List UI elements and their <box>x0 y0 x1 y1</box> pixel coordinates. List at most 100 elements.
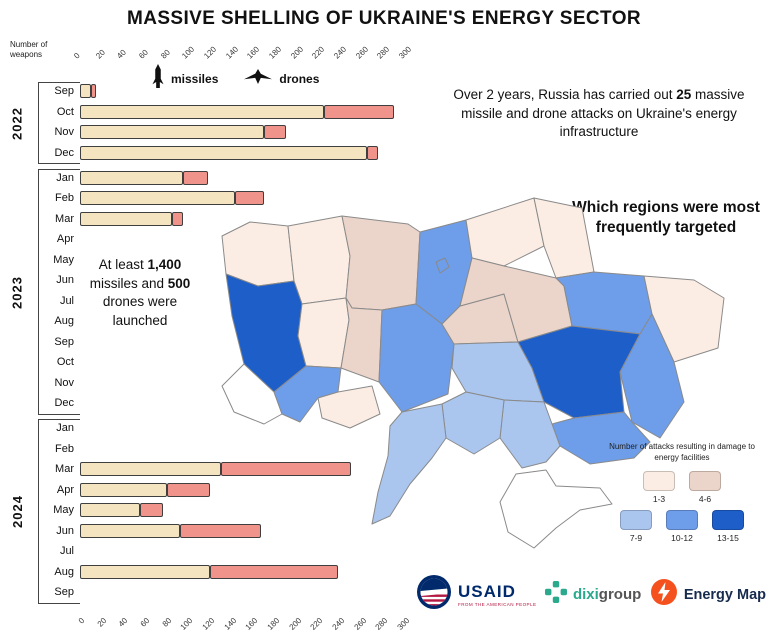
dixi-logo-text-2: group <box>598 586 642 603</box>
bar-seg-drones-2023-Feb <box>234 191 265 205</box>
map-region-ternopil <box>297 297 350 369</box>
map-region-chernivtsi <box>317 385 381 429</box>
bar-row-2023-Jan: Jan <box>0 169 430 189</box>
month-label-2023-Sep: Sep <box>54 335 74 348</box>
energy-map-logo-text: Energy Map <box>683 586 766 603</box>
map-heading: Which regions were most frequently targe… <box>572 199 760 237</box>
map-legend-row-1: 1-3 4-6 <box>598 470 766 504</box>
bar-row-2024-Aug: Aug <box>0 563 430 583</box>
bar-row-2023-Mar: Mar <box>0 210 430 230</box>
bar-seg-missiles-2024-May <box>80 503 140 517</box>
map-legend-label-7-9: 7-9 <box>629 532 643 543</box>
bar-row-2024-Sep: Sep <box>0 583 430 603</box>
bar-row-2023-Apr: Apr <box>0 230 430 250</box>
month-label-2024-Sep: Sep <box>54 586 74 598</box>
dixigroup-icon <box>544 581 567 608</box>
bar-row-2022-Oct: Oct <box>0 103 430 123</box>
map-region-donetsk <box>619 313 685 439</box>
map-region-chernihiv <box>465 197 545 267</box>
bar-seg-missiles-2022-Dec <box>80 145 368 160</box>
bar-seg-drones-2024-Mar <box>220 462 351 476</box>
bar-row-2024-Mar: Mar <box>0 460 430 480</box>
bar-seg-missiles-2023-Feb <box>80 191 235 205</box>
bar-seg-drones-2024-Aug <box>210 564 338 579</box>
drones-legend-label: drones <box>279 71 320 86</box>
bar-seg-missiles-2024-Mar <box>80 462 221 476</box>
month-label-2023-May: May <box>53 253 74 266</box>
ukraine-map <box>221 197 725 549</box>
missiles-legend-item: missiles <box>152 64 218 93</box>
year-group-2023: 2023 <box>10 168 80 415</box>
bar-seg-drones-2022-Dec <box>367 145 378 160</box>
bar-row-2023-Aug: Aug <box>0 312 430 332</box>
map-legend-swatch-10-12 <box>666 509 698 530</box>
bar-row-2022-Sep: Sep <box>0 82 430 102</box>
map-legend-item-7-9: 7-9 <box>620 509 652 543</box>
bar-row-2023-Nov: Nov <box>0 374 430 394</box>
bar-seg-drones-2024-Jun <box>179 523 261 538</box>
callout-attacks-post: massive missile and drone attacks on Ukr… <box>461 87 745 140</box>
missiles-legend-label: missiles <box>171 71 219 86</box>
dixigroup-logo: dixigroup <box>544 581 642 608</box>
bar-seg-missiles-2022-Oct <box>80 104 324 119</box>
month-label-2022-Oct: Oct <box>56 105 74 118</box>
usaid-logo: USAID FROM THE AMERICAN PEOPLE <box>416 574 536 615</box>
month-label-2024-Mar: Mar <box>55 463 74 475</box>
footer-logos: USAID FROM THE AMERICAN PEOPLE dixigroup <box>416 574 766 615</box>
bar-seg-missiles-2022-Sep <box>80 84 91 98</box>
page-title: MASSIVE SHELLING OF UKRAINE'S ENERGY SEC… <box>126 8 642 29</box>
map-legend-swatches: 1-3 4-6 7-9 10-12 13-15 <box>598 470 766 543</box>
bar-seg-drones-2024-May <box>139 503 164 517</box>
bar-row-2023-Sep: Sep <box>0 333 430 353</box>
callout-launched: At least 1,400 missiles and 500 drones w… <box>80 256 200 331</box>
bar-row-2023-Oct: Oct <box>0 353 430 373</box>
month-label-2022-Sep: Sep <box>54 85 74 97</box>
map-legend-item-1-3: 1-3 <box>643 470 675 504</box>
bar-row-2023-May: May <box>0 251 430 271</box>
map-region-zhytomyr <box>341 215 421 311</box>
month-label-2024-Jan: Jan <box>56 422 74 434</box>
bar-seg-drones-2023-Mar <box>172 211 183 226</box>
map-legend-label-10-12: 10-12 <box>671 532 693 543</box>
month-label-2023-Dec: Dec <box>54 397 74 409</box>
month-label-2024-Jul: Jul <box>59 545 74 557</box>
bar-seg-missiles-2024-Jun <box>80 523 180 538</box>
callout-launched-missiles: 1,400 <box>147 257 182 272</box>
month-label-2024-Apr: Apr <box>56 483 74 496</box>
bar-row-2024-Apr: Apr <box>0 481 430 501</box>
year-group-2024: 2024 <box>10 419 80 604</box>
map-legend-swatch-4-6 <box>689 470 721 491</box>
map-region-kherson <box>499 399 561 469</box>
bar-seg-drones-2022-Sep <box>90 84 97 98</box>
bar-seg-missiles-2024-Apr <box>80 482 167 497</box>
chart-legend: missiles drones <box>152 64 319 93</box>
bar-seg-drones-2024-Apr <box>166 482 210 497</box>
map-legend-label-13-15: 13-15 <box>717 532 739 543</box>
bar-row-2024-Jan: Jan <box>0 419 430 439</box>
month-label-2023-Nov: Nov <box>54 376 74 389</box>
map-legend-title: Number of attacks resulting in damage to… <box>609 442 755 462</box>
callout-attacks-count: 25 <box>676 87 692 102</box>
month-label-2023-Apr: Apr <box>56 233 74 245</box>
map-legend-row-2: 7-9 10-12 13-15 <box>598 509 766 543</box>
drones-legend-item: drones <box>244 68 320 89</box>
month-label-2022-Nov: Nov <box>54 126 74 138</box>
bar-row-2024-Feb: Feb <box>0 440 430 460</box>
map-legend-swatch-7-9 <box>620 509 652 530</box>
map-region-sumy <box>533 197 595 279</box>
callout-attacks: Over 2 years, Russia has carried out 25 … <box>436 86 762 142</box>
map-region-mykolaiv <box>441 391 505 455</box>
month-label-2023-Mar: Mar <box>55 212 74 225</box>
energy-map-logo: Energy Map <box>650 578 766 611</box>
map-legend-item-13-15: 13-15 <box>712 509 744 543</box>
bar-row-2023-Dec: Dec <box>0 394 430 414</box>
bar-row-2023-Jun: Jun <box>0 271 430 291</box>
bar-row-2024-Jun: Jun <box>0 522 430 542</box>
month-label-2024-May: May <box>53 504 74 516</box>
axis-label: Number of weapons <box>10 40 48 59</box>
map-region-odesa <box>371 403 447 525</box>
bar-row-2023-Jul: Jul <box>0 292 430 312</box>
map-legend: Number of attacks resulting in damage to… <box>598 442 766 549</box>
usaid-emblem-icon <box>416 574 452 615</box>
